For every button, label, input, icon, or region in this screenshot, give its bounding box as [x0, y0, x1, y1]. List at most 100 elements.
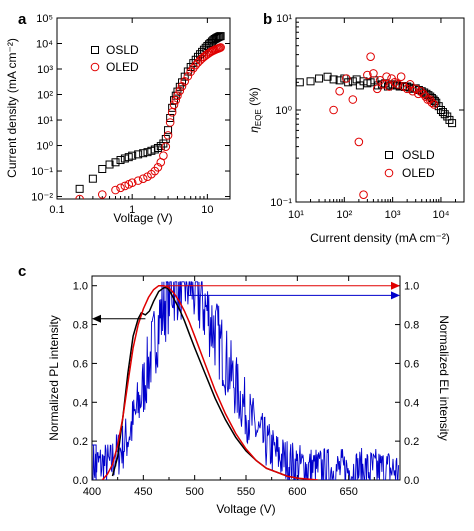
point-b-oled — [382, 72, 391, 82]
el-spectrum-line — [92, 280, 400, 480]
point-b-osld — [448, 119, 457, 128]
x-tick-label-a: 10 — [201, 204, 213, 216]
point-b-oled — [335, 86, 344, 96]
legend-marker-a — [91, 46, 99, 54]
y-axis-label-b-unit: (%) — [247, 87, 261, 109]
point-a-osld — [134, 150, 143, 159]
point-a-oled — [133, 176, 143, 185]
point-b-oled — [421, 92, 430, 101]
point-b-oled — [427, 98, 437, 108]
point-a-osld — [153, 143, 162, 152]
chart-panel-a: 0.1 1 10 10⁻² 10⁻¹ 10⁰ 10¹ 10² 10³ 10⁴ 10⁵ OSLD OLE… — [5, 13, 231, 225]
point-a-oled — [173, 91, 182, 100]
point-b-oled — [366, 52, 375, 61]
y-axis-label-b-sub: EQE — [254, 109, 263, 126]
point-b-osld — [438, 108, 447, 117]
point-a-osld — [191, 55, 200, 64]
y-tick-label-c-right: 0.0 — [404, 475, 419, 487]
point-a-osld — [111, 158, 120, 167]
point-a-osld — [156, 142, 165, 151]
y-tick-label-c-left: 0.0 — [73, 475, 88, 487]
point-b-osld — [296, 78, 304, 87]
point-b-oled — [423, 95, 432, 104]
y-tick-label-a: 10⁻¹ — [31, 166, 53, 178]
point-a-osld — [139, 149, 148, 158]
point-a-osld — [75, 184, 84, 193]
arrow-blue-head — [391, 291, 400, 300]
panel-label-c: c — [18, 263, 26, 280]
point-a-oled — [97, 190, 107, 199]
point-a-oled — [183, 71, 193, 81]
x-tick-label-a: 1 — [129, 204, 135, 216]
y-axis-label-a: Current density (mA cm⁻²) — [5, 38, 19, 178]
point-a-oled — [159, 151, 168, 160]
y-tick-label-c-left: 0.8 — [73, 320, 88, 332]
y-tick-label-c-left: 0.4 — [73, 397, 88, 409]
arrow-red-head — [391, 281, 400, 290]
point-b-oled — [411, 84, 420, 94]
legend-label-b: OLED — [402, 166, 435, 180]
point-a-osld — [164, 126, 173, 135]
x-tick-label-b: 10² — [336, 209, 352, 221]
point-b-osld — [329, 75, 338, 84]
point-b-oled — [416, 86, 425, 96]
legend-b: OSLD OLED — [384, 148, 435, 180]
point-a-oled — [116, 183, 125, 193]
point-b-oled — [359, 190, 368, 200]
point-b-oled — [363, 70, 372, 80]
x-axis-label-a: Voltage (V) — [113, 211, 172, 225]
point-a-oled — [216, 43, 225, 52]
point-a-osld — [216, 32, 225, 41]
y-tick-label-c-left: 0.2 — [73, 436, 88, 448]
chart-panel-b: 10¹ 10² 10³ 10⁴ 10⁻¹ 10⁰ 10¹ OSLD OLED Current … — [247, 13, 465, 245]
point-b-oled — [396, 72, 406, 82]
point-a-oled — [111, 185, 120, 195]
x-tick-label-c: 550 — [237, 486, 255, 498]
y-tick-label-a: 10⁰ — [36, 141, 53, 153]
y-tick-label-c-right: 0.2 — [404, 436, 419, 448]
point-a-osld — [166, 113, 175, 122]
point-a-oled — [153, 162, 163, 172]
x-tick-label-b: 10⁴ — [432, 209, 449, 221]
y-axis-label-b-symbol: η — [247, 126, 261, 133]
point-a-oled — [175, 86, 185, 96]
x-axis-label-b: Current density (mA cm⁻²) — [310, 231, 450, 245]
point-a-oled — [127, 178, 137, 187]
plot-frame-a — [56, 17, 231, 200]
arrow-black-head — [92, 314, 101, 323]
point-b-oled — [414, 89, 423, 99]
legend-marker-b — [385, 151, 393, 159]
legend-a: OSLD OLED — [90, 43, 139, 74]
y-tick-label-c-right: 0.8 — [404, 320, 419, 332]
x-tick-label-a: 0.1 — [49, 204, 64, 216]
y-axis-label-b: ηEQE (%) — [247, 87, 263, 133]
point-a-osld — [128, 151, 137, 160]
point-a-oled — [161, 142, 171, 151]
point-b-oled — [329, 105, 338, 115]
point-b-osld — [323, 72, 332, 81]
x-axis-label-c: Voltage (V) — [216, 502, 275, 516]
point-a-osld — [159, 139, 168, 148]
panel-label-b: b — [263, 11, 272, 28]
series-a-oled — [75, 43, 225, 199]
y-tick-label-c-right: 0.4 — [404, 397, 419, 409]
point-a-osld — [204, 40, 213, 49]
y-tick-label-c-right: 0.6 — [404, 358, 419, 370]
axis-arrows-c — [92, 281, 400, 323]
point-a-oled — [163, 131, 173, 140]
legend-label-a: OSLD — [106, 43, 139, 57]
y-tick-label-c-left: 0.6 — [73, 358, 88, 370]
y-axis-label-c-left: Normalized PL intensity — [47, 315, 61, 441]
legend-label-b: OSLD — [402, 148, 435, 162]
point-a-osld — [98, 165, 107, 174]
point-b-oled — [379, 80, 388, 89]
point-a-oled — [167, 108, 177, 117]
point-b-oled — [429, 100, 439, 109]
point-b-oled — [402, 84, 412, 94]
y-axis-label-c-right: Normalized EL intensity — [437, 315, 451, 441]
pl-red-line — [101, 284, 318, 480]
point-a-oled — [120, 181, 130, 191]
point-a-oled — [180, 76, 190, 86]
point-b-osld — [306, 77, 315, 86]
x-tick-label-b: 10³ — [385, 209, 401, 221]
